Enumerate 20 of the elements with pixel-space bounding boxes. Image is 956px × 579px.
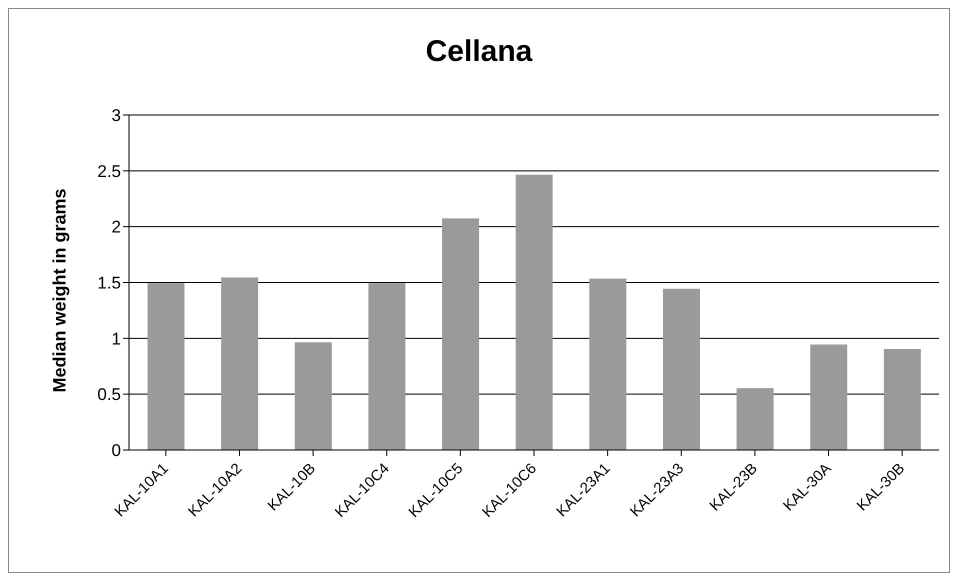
y-axis-title: Median weight in grams bbox=[49, 188, 70, 392]
bar bbox=[294, 342, 332, 450]
y-tick-label: 3 bbox=[112, 106, 121, 126]
y-tick-label: 2 bbox=[112, 218, 121, 237]
bar bbox=[884, 349, 921, 450]
bar bbox=[516, 174, 553, 450]
y-tick-label: 0 bbox=[112, 441, 121, 460]
bar bbox=[442, 218, 480, 450]
y-tick-label: 1 bbox=[112, 329, 121, 348]
bar bbox=[662, 288, 700, 450]
bar bbox=[148, 283, 184, 450]
bar bbox=[221, 278, 258, 450]
bar bbox=[810, 344, 848, 450]
y-tick-label: 2.5 bbox=[97, 162, 121, 181]
y-tick-label: 1.5 bbox=[97, 274, 121, 293]
bar bbox=[589, 278, 626, 450]
y-tick-label: 0.5 bbox=[97, 385, 121, 404]
bar bbox=[368, 283, 406, 450]
bar bbox=[736, 388, 774, 450]
chart-title: Cellana bbox=[424, 35, 534, 70]
